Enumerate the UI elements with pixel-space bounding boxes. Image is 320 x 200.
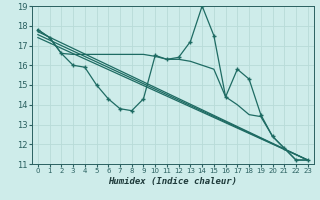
X-axis label: Humidex (Indice chaleur): Humidex (Indice chaleur): [108, 177, 237, 186]
